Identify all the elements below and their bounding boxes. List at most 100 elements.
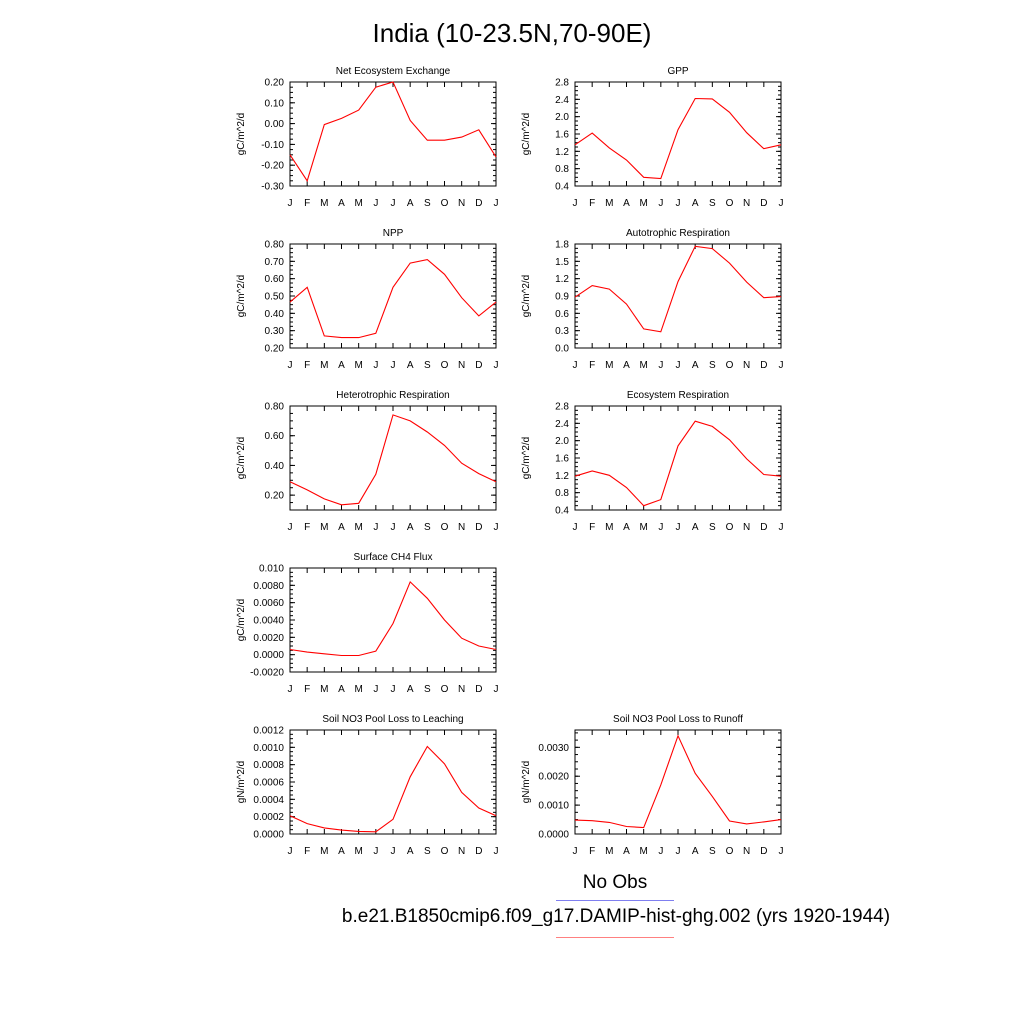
y-tick-label: 2.0 bbox=[555, 436, 569, 447]
x-tick-label: A bbox=[338, 198, 345, 209]
y-tick-label: 0.40 bbox=[265, 309, 285, 320]
x-tick-label: J bbox=[494, 198, 499, 209]
x-tick-label: S bbox=[424, 846, 431, 857]
x-tick-label: A bbox=[407, 360, 414, 371]
x-tick-label: A bbox=[692, 360, 699, 371]
x-tick-label: J bbox=[779, 846, 784, 857]
y-tick-label: 2.4 bbox=[555, 95, 569, 106]
x-tick-label: N bbox=[458, 684, 465, 695]
chart-panel-6: Ecosystem Respiration gC/m^2/d 0.4 0.8 1.2 1.… bbox=[521, 390, 784, 533]
y-tick-label: 0.0060 bbox=[253, 598, 284, 609]
x-tick-label: J bbox=[391, 846, 396, 857]
x-tick-label: A bbox=[338, 360, 345, 371]
x-tick-label: F bbox=[304, 684, 310, 695]
x-tick-label: A bbox=[623, 522, 630, 533]
x-tick-label: A bbox=[407, 684, 414, 695]
x-tick-label: J bbox=[373, 360, 378, 371]
y-tick-label: 1.8 bbox=[555, 240, 569, 251]
x-tick-label: F bbox=[304, 198, 310, 209]
x-tick-label: J bbox=[288, 198, 293, 209]
y-tick-label: 1.2 bbox=[555, 471, 569, 482]
x-tick-label: F bbox=[589, 522, 595, 533]
x-tick-label: M bbox=[320, 846, 328, 857]
plot-frame bbox=[289, 405, 497, 511]
y-tick-label: 0.0008 bbox=[253, 760, 284, 771]
chart-panel-8: Soil NO3 Pool Loss to Leaching gN/m^2/d 0.… bbox=[236, 714, 499, 857]
x-tick-label: F bbox=[589, 360, 595, 371]
x-tick-label: M bbox=[605, 522, 613, 533]
y-tick-label: 0.0020 bbox=[538, 772, 569, 783]
x-tick-label: N bbox=[743, 198, 750, 209]
x-tick-label: S bbox=[709, 522, 716, 533]
x-tick-label: J bbox=[658, 198, 663, 209]
x-tick-label: J bbox=[658, 846, 663, 857]
x-tick-label: J bbox=[573, 198, 578, 209]
y-tick-label: 0.4 bbox=[555, 182, 569, 193]
x-tick-label: A bbox=[407, 198, 414, 209]
y-tick-label: 0.0012 bbox=[253, 726, 284, 737]
y-tick-label: 2.8 bbox=[555, 402, 569, 413]
y-tick-label: 0.8 bbox=[555, 488, 569, 499]
panel-title: Soil NO3 Pool Loss to Leaching bbox=[322, 714, 463, 725]
x-tick-label: N bbox=[458, 522, 465, 533]
y-tick-label: 1.2 bbox=[555, 274, 569, 285]
y-tick-label: 0.0000 bbox=[253, 830, 284, 841]
x-tick-label: A bbox=[692, 198, 699, 209]
panel-title: GPP bbox=[667, 66, 688, 77]
x-tick-label: N bbox=[458, 846, 465, 857]
x-tick-label: J bbox=[676, 522, 681, 533]
x-tick-label: J bbox=[676, 360, 681, 371]
legend-obs-label: No Obs bbox=[582, 872, 648, 893]
chart-panel-7: Surface CH4 Flux gC/m^2/d -0.0020 0.0000 0.0… bbox=[236, 552, 499, 695]
y-axis-label: gC/m^2/d bbox=[521, 113, 532, 156]
x-tick-label: M bbox=[354, 522, 362, 533]
series-line bbox=[574, 734, 782, 829]
y-tick-label: -0.0020 bbox=[250, 668, 284, 679]
x-tick-label: M bbox=[320, 360, 328, 371]
x-tick-label: F bbox=[304, 360, 310, 371]
x-tick-label: J bbox=[494, 846, 499, 857]
panel-title: Heterotrophic Respiration bbox=[336, 390, 449, 401]
x-tick-label: D bbox=[760, 198, 767, 209]
y-tick-label: 0.60 bbox=[265, 431, 285, 442]
y-tick-label: 2.4 bbox=[555, 419, 569, 430]
y-tick-label: 0.8 bbox=[555, 164, 569, 175]
x-tick-label: A bbox=[623, 846, 630, 857]
y-tick-label: 0.80 bbox=[265, 402, 285, 413]
x-tick-label: F bbox=[304, 846, 310, 857]
x-tick-label: S bbox=[424, 198, 431, 209]
y-axis-label: gC/m^2/d bbox=[236, 275, 247, 318]
plot-frame bbox=[289, 243, 497, 349]
x-tick-label: D bbox=[475, 198, 482, 209]
series-line bbox=[574, 97, 782, 180]
x-tick-label: M bbox=[639, 522, 647, 533]
x-tick-label: D bbox=[760, 846, 767, 857]
x-tick-label: O bbox=[726, 198, 734, 209]
x-tick-label: J bbox=[373, 198, 378, 209]
y-tick-label: 0.0000 bbox=[253, 650, 284, 661]
x-tick-label: J bbox=[288, 684, 293, 695]
y-tick-label: 0.30 bbox=[265, 326, 285, 337]
x-tick-label: J bbox=[373, 684, 378, 695]
x-tick-label: A bbox=[338, 522, 345, 533]
y-tick-label: 0.0000 bbox=[538, 830, 569, 841]
x-tick-label: F bbox=[589, 846, 595, 857]
x-tick-label: J bbox=[391, 684, 396, 695]
y-tick-label: 0.50 bbox=[265, 292, 285, 303]
x-tick-label: O bbox=[726, 522, 734, 533]
x-tick-label: A bbox=[338, 846, 345, 857]
y-tick-label: 2.8 bbox=[555, 78, 569, 89]
x-tick-label: N bbox=[458, 198, 465, 209]
y-tick-label: 0.0080 bbox=[253, 581, 284, 592]
x-tick-label: F bbox=[304, 522, 310, 533]
plot-frame bbox=[574, 729, 782, 835]
y-tick-label: 0.20 bbox=[265, 491, 285, 502]
x-tick-label: S bbox=[424, 522, 431, 533]
x-tick-label: J bbox=[658, 522, 663, 533]
x-tick-label: J bbox=[573, 846, 578, 857]
y-axis-label: gC/m^2/d bbox=[236, 599, 247, 642]
x-tick-label: S bbox=[709, 846, 716, 857]
x-tick-label: J bbox=[658, 360, 663, 371]
